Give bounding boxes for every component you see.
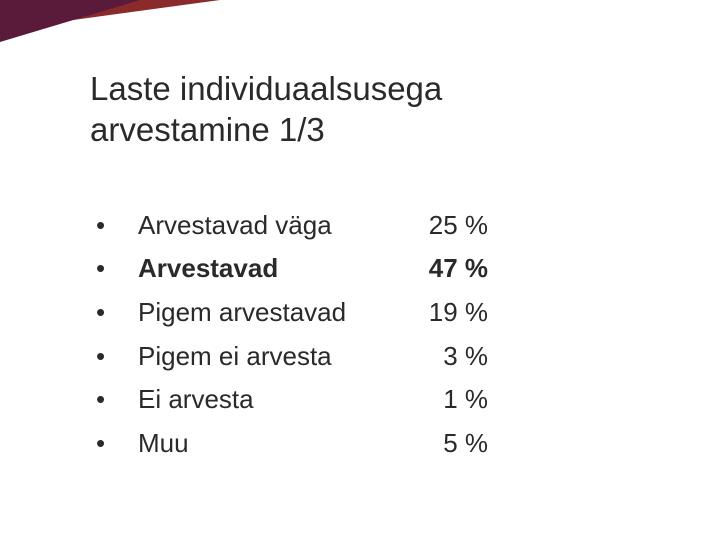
- triangle-dark: [0, 0, 140, 42]
- item-label: Pigem arvestavad: [138, 294, 408, 332]
- bullet-icon: •: [90, 207, 138, 245]
- item-value: 5 %: [408, 425, 488, 463]
- bullet-icon: •: [90, 294, 138, 332]
- slide-content: Laste individuaalsusega arvestamine 1/3 …: [0, 0, 720, 463]
- title-line-1: Laste individuaalsusega: [90, 70, 442, 107]
- item-value: 25 %: [408, 207, 488, 245]
- data-list: •Arvestavad väga25 %•Arvestavad47 %•Pige…: [90, 207, 630, 463]
- item-value: 1 %: [408, 381, 488, 419]
- item-value: 47 %: [408, 250, 488, 288]
- bullet-icon: •: [90, 338, 138, 376]
- item-label: Arvestavad: [138, 250, 408, 288]
- corner-decoration: [0, 0, 220, 60]
- item-value: 19 %: [408, 294, 488, 332]
- item-value: 3 %: [408, 338, 488, 376]
- item-label: Ei arvesta: [138, 381, 408, 419]
- item-label: Muu: [138, 425, 408, 463]
- slide-title: Laste individuaalsusega arvestamine 1/3: [90, 68, 630, 151]
- item-label: Pigem ei arvesta: [138, 338, 408, 376]
- bullet-icon: •: [90, 250, 138, 288]
- item-label: Arvestavad väga: [138, 207, 408, 245]
- bullet-icon: •: [90, 381, 138, 419]
- title-line-2: arvestamine 1/3: [90, 111, 325, 148]
- bullet-icon: •: [90, 425, 138, 463]
